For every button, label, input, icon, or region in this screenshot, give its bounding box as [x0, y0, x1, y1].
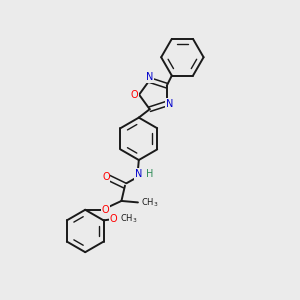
- Text: O: O: [131, 90, 139, 100]
- Text: O: O: [110, 214, 117, 224]
- Text: O: O: [102, 172, 110, 182]
- Text: N: N: [146, 72, 153, 82]
- Text: N: N: [166, 99, 173, 109]
- Text: H: H: [146, 169, 153, 179]
- Text: N: N: [135, 169, 142, 179]
- Text: O: O: [101, 205, 109, 215]
- Text: CH$_3$: CH$_3$: [141, 196, 158, 209]
- Text: CH$_3$: CH$_3$: [120, 213, 137, 225]
